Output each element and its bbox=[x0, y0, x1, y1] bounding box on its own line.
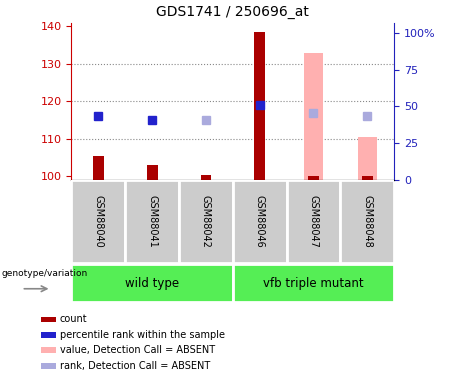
Bar bbox=[71, 264, 233, 302]
Bar bbox=[233, 180, 287, 262]
Text: GSM88042: GSM88042 bbox=[201, 195, 211, 248]
Bar bbox=[93, 156, 104, 180]
Bar bbox=[71, 180, 125, 262]
Text: GSM88048: GSM88048 bbox=[362, 195, 372, 248]
Bar bbox=[362, 176, 372, 180]
Bar bbox=[125, 180, 179, 262]
Bar bbox=[287, 180, 340, 262]
Text: vfb triple mutant: vfb triple mutant bbox=[263, 277, 364, 290]
Bar bbox=[304, 53, 323, 180]
Bar bbox=[233, 264, 394, 302]
Bar bbox=[41, 332, 55, 338]
Text: percentile rank within the sample: percentile rank within the sample bbox=[59, 330, 225, 340]
Text: GSM88046: GSM88046 bbox=[254, 195, 265, 248]
Text: GSM88047: GSM88047 bbox=[308, 195, 319, 248]
Text: GSM88040: GSM88040 bbox=[93, 195, 103, 248]
Bar bbox=[201, 175, 211, 180]
Text: count: count bbox=[59, 315, 87, 324]
Bar bbox=[179, 180, 233, 262]
Text: value, Detection Call = ABSENT: value, Detection Call = ABSENT bbox=[59, 345, 215, 355]
Bar bbox=[41, 363, 55, 369]
Text: genotype/variation: genotype/variation bbox=[1, 269, 88, 278]
Bar bbox=[358, 137, 377, 180]
Text: rank, Detection Call = ABSENT: rank, Detection Call = ABSENT bbox=[59, 361, 210, 371]
Bar bbox=[41, 347, 55, 353]
Text: GSM88041: GSM88041 bbox=[147, 195, 157, 248]
Bar bbox=[340, 180, 394, 262]
Bar bbox=[308, 176, 319, 180]
Title: GDS1741 / 250696_at: GDS1741 / 250696_at bbox=[156, 5, 309, 19]
Bar bbox=[41, 317, 55, 322]
Bar bbox=[254, 32, 265, 180]
Text: wild type: wild type bbox=[125, 277, 179, 290]
Bar bbox=[147, 165, 158, 180]
